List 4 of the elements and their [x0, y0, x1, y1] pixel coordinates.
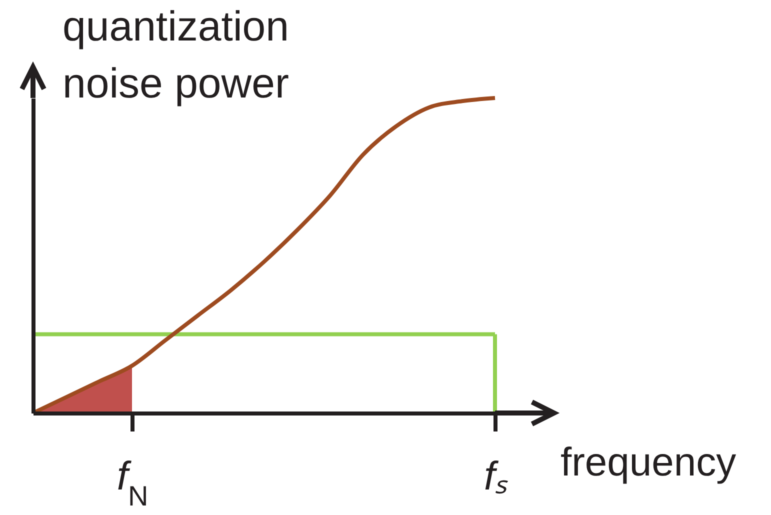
x-tick-label: f$_{N}$ [116, 454, 148, 511]
x-tick-label: fₛ [484, 454, 510, 498]
x-axis-title: frequency [560, 440, 736, 484]
y-axis-title: quantization noise power [62, 2, 290, 106]
